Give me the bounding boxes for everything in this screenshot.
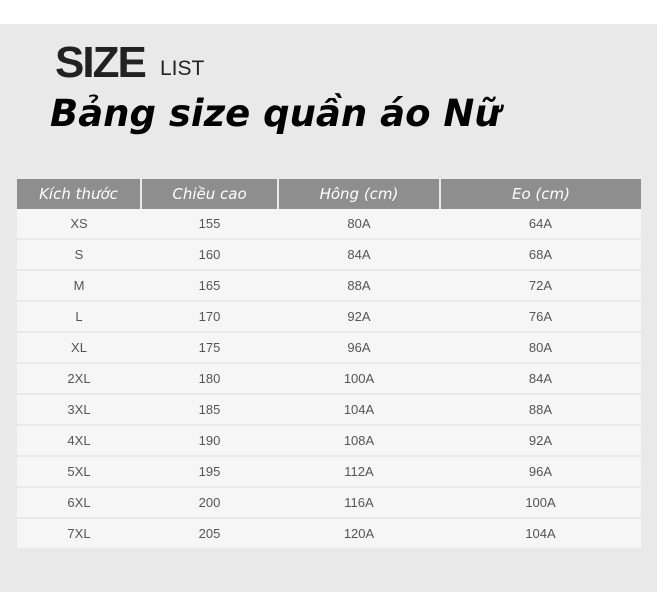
table-cell: 92A	[278, 301, 440, 333]
table-row: 4XL 190 108A 92A	[17, 425, 641, 457]
table-cell: 190	[141, 425, 278, 457]
table-cell: 165	[141, 270, 278, 302]
table-cell: 84A	[440, 363, 641, 395]
table-cell: XL	[17, 332, 141, 364]
table-cell: 2XL	[17, 363, 141, 395]
column-header: Kích thước	[17, 179, 142, 209]
table-cell: 84A	[278, 239, 440, 271]
list-heading: LIST	[160, 57, 205, 80]
table-cell: 155	[141, 209, 278, 240]
table-row: M 165 88A 72A	[17, 270, 641, 302]
table-cell: 76A	[440, 301, 641, 333]
table-cell: XS	[17, 209, 141, 240]
table-cell: 185	[141, 394, 278, 426]
table-row: 2XL 180 100A 84A	[17, 363, 641, 395]
table-cell: 120A	[278, 518, 440, 550]
table-cell: 100A	[278, 363, 440, 395]
table-row: 3XL 185 104A 88A	[17, 394, 641, 426]
table-cell: 80A	[440, 332, 641, 364]
table-row: L 170 92A 76A	[17, 301, 641, 333]
table-cell: M	[17, 270, 141, 302]
table-row: XL 175 96A 80A	[17, 332, 641, 364]
table-cell: 116A	[278, 487, 440, 519]
table-header-row: Kích thước Chiều cao Hông (cm) Eo (cm)	[17, 179, 641, 209]
table-cell: S	[17, 239, 141, 271]
table-cell: 6XL	[17, 487, 141, 519]
table-cell: 170	[141, 301, 278, 333]
size-table: Kích thước Chiều cao Hông (cm) Eo (cm) XS 15…	[17, 179, 641, 550]
table-cell: 4XL	[17, 425, 141, 457]
table-row: 7XL 205 120A 104A	[17, 518, 641, 550]
table-cell: 68A	[440, 239, 641, 271]
table-cell: 80A	[278, 209, 440, 240]
column-header: Hông (cm)	[278, 179, 441, 209]
table-cell: 112A	[278, 456, 440, 488]
table-cell: 88A	[278, 270, 440, 302]
page-title: Bảng size quần áo Nữ	[50, 92, 501, 135]
table-cell: 100A	[440, 487, 641, 519]
table-cell: 104A	[278, 394, 440, 426]
table-cell: 108A	[278, 425, 440, 457]
table-cell: 96A	[278, 332, 440, 364]
table-cell: 175	[141, 332, 278, 364]
table-row: 6XL 200 116A 100A	[17, 487, 641, 519]
table-cell: 180	[141, 363, 278, 395]
table-cell: 200	[141, 487, 278, 519]
size-heading: SIZE	[55, 38, 147, 87]
table-row: S 160 84A 68A	[17, 239, 641, 271]
table-row: XS 155 80A 64A	[17, 209, 641, 240]
table-cell: 160	[141, 239, 278, 271]
table-cell: L	[17, 301, 141, 333]
table-cell: 104A	[440, 518, 641, 550]
table-cell: 205	[141, 518, 278, 550]
table-cell: 64A	[440, 209, 641, 240]
table-cell: 7XL	[17, 518, 141, 550]
table-row: 5XL 195 112A 96A	[17, 456, 641, 488]
table-cell: 3XL	[17, 394, 141, 426]
table-cell: 72A	[440, 270, 641, 302]
table-cell: 88A	[440, 394, 641, 426]
table-cell: 195	[141, 456, 278, 488]
table-cell: 96A	[440, 456, 641, 488]
table-cell: 5XL	[17, 456, 141, 488]
table-cell: 92A	[440, 425, 641, 457]
column-header: Chiều cao	[141, 179, 279, 209]
column-header: Eo (cm)	[440, 179, 641, 209]
